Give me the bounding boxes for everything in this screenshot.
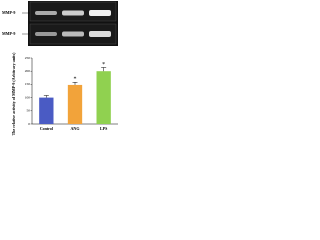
y-axis-label: The relative activity of MMP-9 (Arbitrar…	[11, 52, 16, 135]
bar	[39, 97, 54, 124]
blot-band	[35, 11, 57, 15]
y-tick-label: 100	[25, 95, 31, 99]
blot-label: MMP-9	[2, 10, 15, 15]
blot-label: MMP-9	[2, 31, 15, 36]
x-tick-label: ANG	[71, 126, 80, 131]
y-tick-label: 150	[25, 82, 31, 86]
blot-band	[62, 31, 84, 37]
blot-band	[89, 31, 111, 37]
significance-mark: *	[102, 62, 105, 68]
significance-mark: *	[74, 77, 77, 83]
y-tick-label: 200	[25, 69, 31, 73]
x-tick-label: Control	[40, 126, 54, 131]
bar	[96, 71, 111, 124]
figure: MMP-9 MMP-9 The relative activity of MMP…	[2, 1, 118, 135]
x-tick-label: LPS	[100, 126, 108, 131]
blot-band	[62, 10, 84, 16]
y-tick-label: 250	[25, 56, 31, 60]
y-tick-label: 50	[27, 109, 31, 113]
blot-band	[89, 10, 111, 16]
bar	[67, 84, 83, 124]
y-tick-label: 0	[28, 122, 30, 126]
blot-band	[35, 32, 57, 36]
